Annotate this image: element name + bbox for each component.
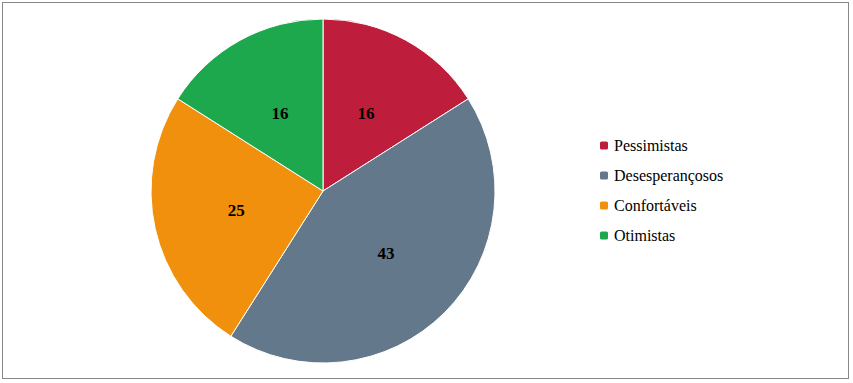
svg-text:16: 16 xyxy=(357,104,374,123)
svg-text:25: 25 xyxy=(228,201,245,220)
svg-text:16: 16 xyxy=(272,104,289,123)
svg-text:Desesperançosos: Desesperançosos xyxy=(614,167,723,185)
svg-text:43: 43 xyxy=(377,244,394,263)
svg-text:Otimistas: Otimistas xyxy=(614,227,675,244)
svg-text:Pessimistas: Pessimistas xyxy=(614,137,688,154)
svg-text:Confortáveis: Confortáveis xyxy=(614,197,697,214)
